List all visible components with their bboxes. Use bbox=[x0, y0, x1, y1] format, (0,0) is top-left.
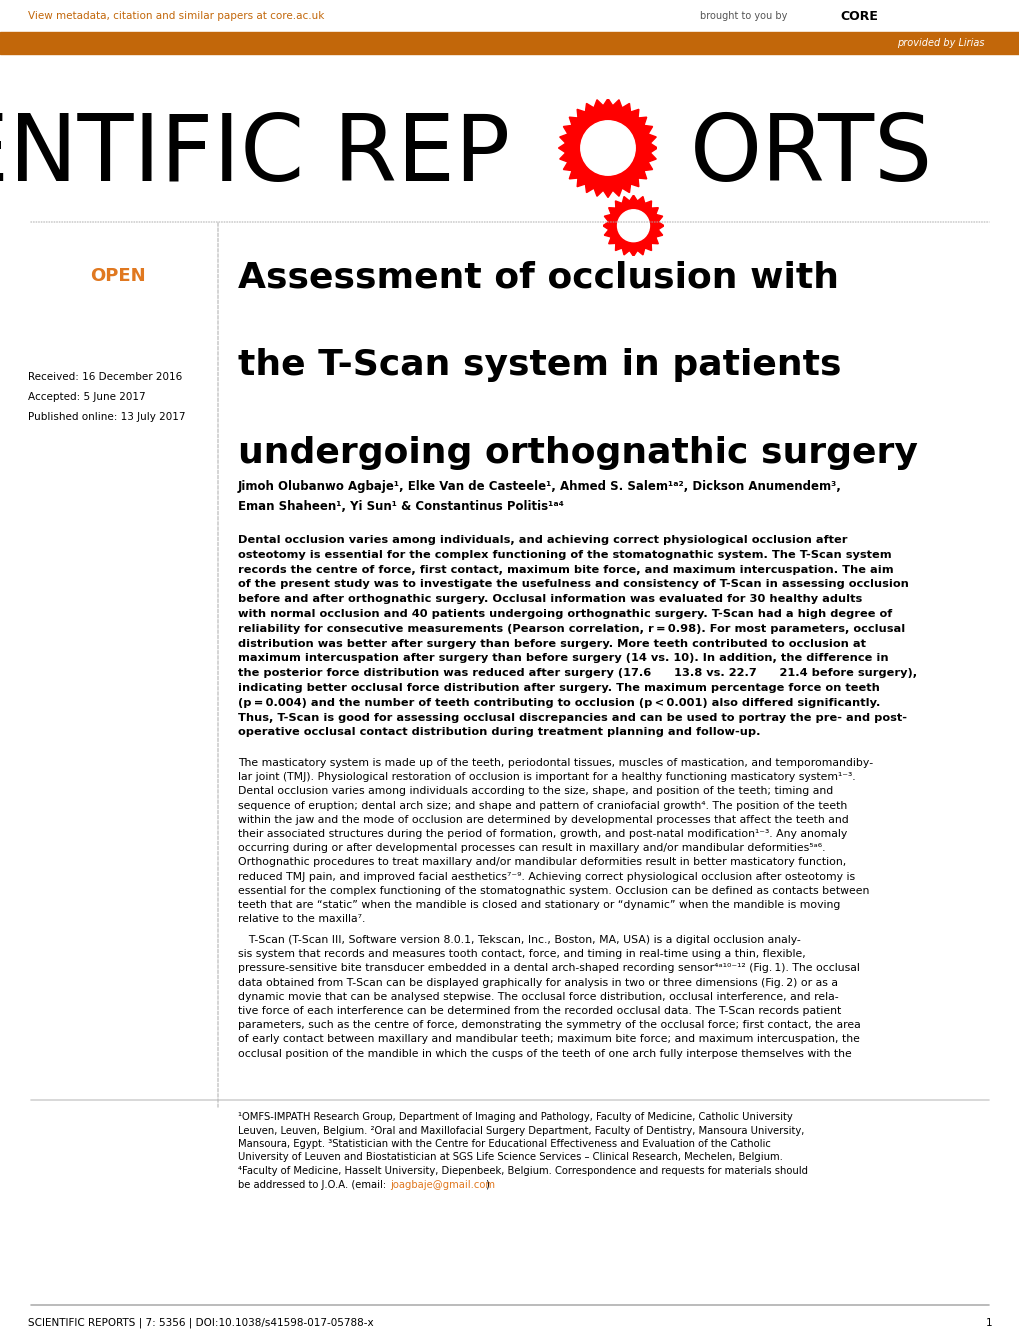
Text: (p = 0.004) and the number of teeth contributing to occlusion (p < 0.001) also d: (p = 0.004) and the number of teeth cont… bbox=[237, 698, 879, 708]
Text: ¹OMFS-IMPATH Research Group, Department of Imaging and Pathology, Faculty of Med: ¹OMFS-IMPATH Research Group, Department … bbox=[237, 1112, 792, 1122]
Text: tive force of each interference can be determined from the recorded occlusal dat: tive force of each interference can be d… bbox=[237, 1006, 841, 1016]
Text: lar joint (TMJ). Physiological restoration of occlusion is important for a healt: lar joint (TMJ). Physiological restorati… bbox=[237, 772, 855, 783]
Text: maximum intercuspation after surgery than before surgery (14 vs. 10). In additio: maximum intercuspation after surgery tha… bbox=[237, 654, 888, 663]
Text: T-Scan (T-Scan III, Software version 8.0.1, Tekscan, Inc., Boston, MA, USA) is a: T-Scan (T-Scan III, Software version 8.0… bbox=[237, 935, 800, 945]
Text: records the centre of force, first contact, maximum bite force, and maximum inte: records the centre of force, first conta… bbox=[237, 564, 893, 575]
Text: sis system that records and measures tooth contact, force, and timing in real-ti: sis system that records and measures too… bbox=[237, 949, 805, 959]
Text: reliability for consecutive measurements (Pearson correlation, r = 0.98). For mo: reliability for consecutive measurements… bbox=[237, 624, 905, 634]
Text: the T-Scan system in patients: the T-Scan system in patients bbox=[237, 348, 841, 382]
Text: ): ) bbox=[484, 1179, 488, 1190]
Text: University of Leuven and Biostatistician at SGS Life Science Services – Clinical: University of Leuven and Biostatistician… bbox=[237, 1152, 783, 1163]
Text: provided by Lirias: provided by Lirias bbox=[897, 38, 984, 48]
Text: ⁴Faculty of Medicine, Hasselt University, Diepenbeek, Belgium. Correspondence an: ⁴Faculty of Medicine, Hasselt University… bbox=[237, 1166, 807, 1177]
Text: relative to the maxilla⁷.: relative to the maxilla⁷. bbox=[237, 914, 365, 925]
Polygon shape bbox=[602, 196, 663, 256]
Text: brought to you by: brought to you by bbox=[699, 11, 787, 21]
Text: parameters, such as the centre of force, demonstrating the symmetry of the occlu: parameters, such as the centre of force,… bbox=[237, 1020, 860, 1030]
Text: occurring during or after developmental processes can result in maxillary and/or: occurring during or after developmental … bbox=[237, 843, 824, 854]
Text: OPEN: OPEN bbox=[90, 267, 146, 285]
Text: ORTS: ORTS bbox=[689, 110, 932, 200]
Text: Jimoh Olubanwo Agbaje¹, Elke Van de Casteele¹, Ahmed S. Salem¹ᵃ², Dickson Anumen: Jimoh Olubanwo Agbaje¹, Elke Van de Cast… bbox=[237, 480, 841, 493]
Text: Published online: 13 July 2017: Published online: 13 July 2017 bbox=[28, 411, 185, 422]
Text: Dental occlusion varies among individuals, and achieving correct physiological o: Dental occlusion varies among individual… bbox=[237, 535, 847, 545]
Text: SCIENTIFIC REP: SCIENTIFIC REP bbox=[0, 110, 510, 200]
Text: the posterior force distribution was reduced after surgery (17.6  13.8 vs. 22.7 : the posterior force distribution was red… bbox=[237, 669, 916, 678]
Text: dynamic movie that can be analysed stepwise. The occlusal force distribution, oc: dynamic movie that can be analysed stepw… bbox=[237, 992, 838, 1002]
Text: of the present study was to investigate the usefulness and consistency of T-Scan: of the present study was to investigate … bbox=[237, 579, 908, 590]
Text: sequence of eruption; dental arch size; and shape and pattern of craniofacial gr: sequence of eruption; dental arch size; … bbox=[237, 800, 847, 811]
Circle shape bbox=[616, 210, 649, 241]
Text: Leuven, Leuven, Belgium. ²Oral and Maxillofacial Surgery Department, Faculty of : Leuven, Leuven, Belgium. ²Oral and Maxil… bbox=[237, 1126, 804, 1135]
Text: operative occlusal contact distribution during treatment planning and follow-up.: operative occlusal contact distribution … bbox=[237, 728, 760, 737]
Text: of early contact between maxillary and mandibular teeth; maximum bite force; and: of early contact between maxillary and m… bbox=[237, 1034, 859, 1044]
Text: The masticatory system is made up of the teeth, periodontal tissues, muscles of : The masticatory system is made up of the… bbox=[237, 758, 872, 768]
Text: Received: 16 December 2016: Received: 16 December 2016 bbox=[28, 373, 182, 382]
Text: Thus, T-Scan is good for assessing occlusal discrepancies and can be used to por: Thus, T-Scan is good for assessing occlu… bbox=[237, 713, 906, 722]
Text: reduced TMJ pain, and improved facial aesthetics⁷⁻⁹. Achieving correct physiolog: reduced TMJ pain, and improved facial ae… bbox=[237, 871, 854, 882]
Text: Mansoura, Egypt. ³Statistician with the Centre for Educational Effectiveness and: Mansoura, Egypt. ³Statistician with the … bbox=[237, 1139, 770, 1148]
Text: be addressed to J.O.A. (email:: be addressed to J.O.A. (email: bbox=[237, 1179, 389, 1190]
Text: Assessment of occlusion with: Assessment of occlusion with bbox=[237, 260, 839, 293]
Text: undergoing orthognathic surgery: undergoing orthognathic surgery bbox=[237, 436, 917, 470]
Text: indicating better occlusal force distribution after surgery. The maximum percent: indicating better occlusal force distrib… bbox=[237, 683, 879, 693]
Text: CORE: CORE bbox=[840, 9, 877, 23]
Text: their associated structures during the period of formation, growth, and post-nat: their associated structures during the p… bbox=[237, 829, 847, 839]
Polygon shape bbox=[558, 99, 657, 197]
Text: Accepted: 5 June 2017: Accepted: 5 June 2017 bbox=[28, 393, 146, 402]
Text: 1: 1 bbox=[984, 1319, 991, 1328]
Text: osteotomy is essential for the complex functioning of the stomatognathic system.: osteotomy is essential for the complex f… bbox=[237, 549, 891, 560]
Text: before and after orthognathic surgery. Occlusal information was evaluated for 30: before and after orthognathic surgery. O… bbox=[237, 594, 861, 604]
Text: distribution was better after surgery than before surgery. More teeth contribute: distribution was better after surgery th… bbox=[237, 639, 865, 649]
Text: SCIENTIFIC REPORTS | 7: 5356 | DOI:10.1038/s41598-017-05788-x: SCIENTIFIC REPORTS | 7: 5356 | DOI:10.10… bbox=[28, 1319, 373, 1328]
Text: within the jaw and the mode of occlusion are determined by developmental process: within the jaw and the mode of occlusion… bbox=[237, 815, 848, 825]
Text: teeth that are “static” when the mandible is closed and stationary or “dynamic” : teeth that are “static” when the mandibl… bbox=[237, 900, 840, 910]
Text: data obtained from T-Scan can be displayed graphically for analysis in two or th: data obtained from T-Scan can be display… bbox=[237, 978, 838, 988]
Text: Dental occlusion varies among individuals according to the size, shape, and posi: Dental occlusion varies among individual… bbox=[237, 787, 833, 796]
Text: joagbaje@gmail.com: joagbaje@gmail.com bbox=[389, 1179, 494, 1190]
Text: occlusal position of the mandible in which the cusps of the teeth of one arch fu: occlusal position of the mandible in whi… bbox=[237, 1049, 851, 1059]
Text: essential for the complex functioning of the stomatognathic system. Occlusion ca: essential for the complex functioning of… bbox=[237, 886, 868, 896]
Text: pressure-sensitive bite transducer embedded in a dental arch-shaped recording se: pressure-sensitive bite transducer embed… bbox=[237, 963, 859, 973]
Text: with normal occlusion and 40 patients undergoing orthognathic surgery. T-Scan ha: with normal occlusion and 40 patients un… bbox=[237, 608, 892, 619]
Text: Eman Shaheen¹, Yi Sun¹ & Constantinus Politis¹ᵃ⁴: Eman Shaheen¹, Yi Sun¹ & Constantinus Po… bbox=[237, 500, 564, 513]
Circle shape bbox=[580, 121, 635, 176]
Text: Orthognathic procedures to treat maxillary and/or mandibular deformities result : Orthognathic procedures to treat maxilla… bbox=[237, 858, 846, 867]
Text: View metadata, citation and similar papers at core.ac.uk: View metadata, citation and similar pape… bbox=[28, 11, 324, 21]
